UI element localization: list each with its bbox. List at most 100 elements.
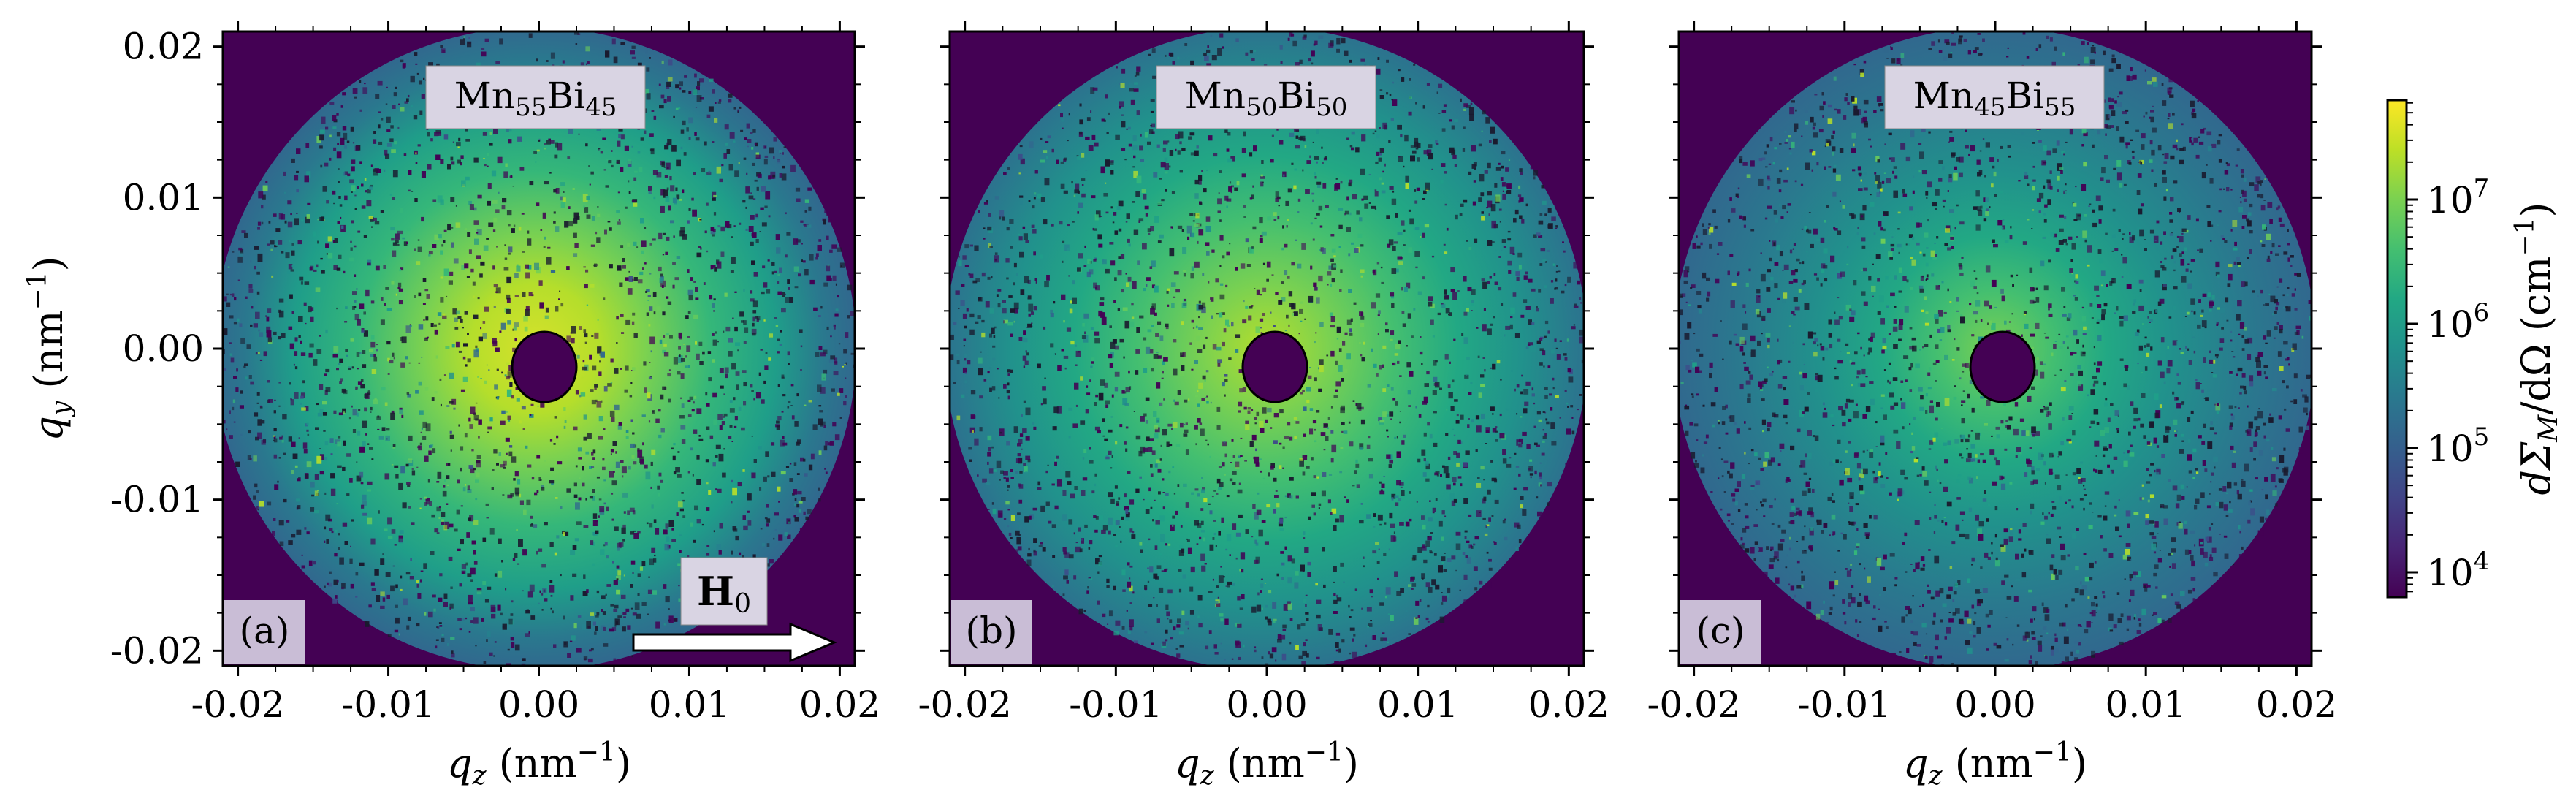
speckle	[751, 390, 754, 392]
speckle	[549, 480, 555, 484]
speckle	[449, 430, 452, 434]
panel-b: Mn50Bi50 (b) -0.02 -0.01 0.00 0.01 0.02 qz (…	[918, 21, 1609, 791]
speckle	[1187, 236, 1190, 240]
speckle	[467, 41, 472, 48]
speckle	[624, 145, 629, 151]
speckle	[417, 446, 421, 449]
speckle	[1295, 645, 1299, 650]
speckle	[563, 641, 568, 648]
speckle	[330, 453, 333, 455]
speckle	[1082, 477, 1088, 481]
speckle	[705, 459, 709, 463]
speckle	[450, 227, 454, 229]
speckle	[1068, 113, 1070, 116]
speckle	[620, 594, 626, 599]
speckle	[981, 332, 986, 338]
speckle	[1137, 260, 1140, 265]
speckle	[332, 354, 338, 358]
speckle	[1423, 559, 1428, 564]
speckle	[1010, 308, 1015, 313]
speckle	[738, 162, 740, 164]
speckle	[275, 228, 281, 232]
speckle	[319, 145, 323, 149]
speckle	[1579, 394, 1582, 396]
speckle	[616, 342, 618, 344]
speckle	[363, 235, 367, 238]
speckle	[434, 329, 438, 335]
speckle	[1361, 198, 1364, 201]
speckle	[294, 392, 299, 399]
speckle	[287, 221, 293, 228]
speckle	[716, 544, 721, 551]
speckle	[672, 284, 675, 289]
speckle	[1310, 265, 1313, 270]
speckle	[603, 428, 606, 430]
speckle	[1015, 549, 1018, 553]
speckle	[406, 482, 411, 485]
speckle	[1427, 536, 1432, 541]
speckle	[1097, 600, 1100, 605]
speckle	[1163, 398, 1165, 401]
speckle	[653, 115, 657, 120]
speckle	[981, 272, 986, 277]
speckle	[845, 395, 847, 398]
speckle	[342, 466, 346, 471]
speckle	[804, 199, 809, 203]
speckle	[1430, 532, 1433, 534]
speckle	[693, 314, 698, 319]
speckle	[796, 198, 801, 202]
speckle	[1007, 395, 1010, 400]
speckle	[1226, 251, 1230, 256]
speckle	[239, 323, 243, 327]
speckle	[1397, 453, 1400, 455]
speckle	[732, 526, 737, 531]
speckle	[575, 502, 580, 510]
speckle	[584, 284, 588, 289]
speckle	[1392, 398, 1396, 401]
speckle	[695, 341, 697, 345]
speckle	[1493, 138, 1498, 145]
speckle	[818, 346, 823, 350]
speckle	[1156, 417, 1160, 423]
speckle	[663, 99, 667, 104]
speckle	[693, 281, 696, 283]
speckle	[1394, 571, 1398, 577]
speckle	[1573, 305, 1579, 308]
speckle	[623, 511, 626, 514]
speckle	[1162, 492, 1165, 493]
speckle	[787, 534, 791, 539]
speckle	[639, 271, 644, 276]
speckle	[324, 585, 326, 588]
speckle	[482, 132, 487, 136]
speckle	[381, 118, 384, 121]
speckle	[336, 307, 338, 310]
speckle	[691, 197, 694, 201]
speckle	[1232, 583, 1235, 586]
speckle	[745, 228, 748, 231]
speckle	[1260, 332, 1263, 334]
speckle	[1040, 403, 1043, 406]
speckle	[1218, 531, 1221, 536]
speckle	[1368, 202, 1371, 204]
speckle	[1443, 569, 1447, 572]
speckle	[1287, 601, 1291, 605]
speckle	[1018, 499, 1023, 504]
speckle	[1186, 538, 1188, 540]
speckle	[382, 597, 386, 602]
speckle	[421, 357, 423, 358]
speckle	[1251, 434, 1257, 441]
x-tick-label: 0.02	[799, 683, 880, 726]
speckle	[1432, 512, 1435, 514]
speckle	[1555, 278, 1558, 282]
speckle	[1051, 483, 1055, 486]
speckle	[1023, 365, 1026, 368]
speckle	[1140, 159, 1144, 162]
speckle	[1216, 406, 1221, 412]
speckle	[1390, 418, 1392, 420]
speckle	[1019, 251, 1024, 258]
speckle	[978, 357, 983, 364]
speckle	[668, 520, 674, 527]
speckle	[326, 253, 329, 255]
speckle	[1381, 182, 1384, 185]
speckle	[1050, 309, 1053, 314]
